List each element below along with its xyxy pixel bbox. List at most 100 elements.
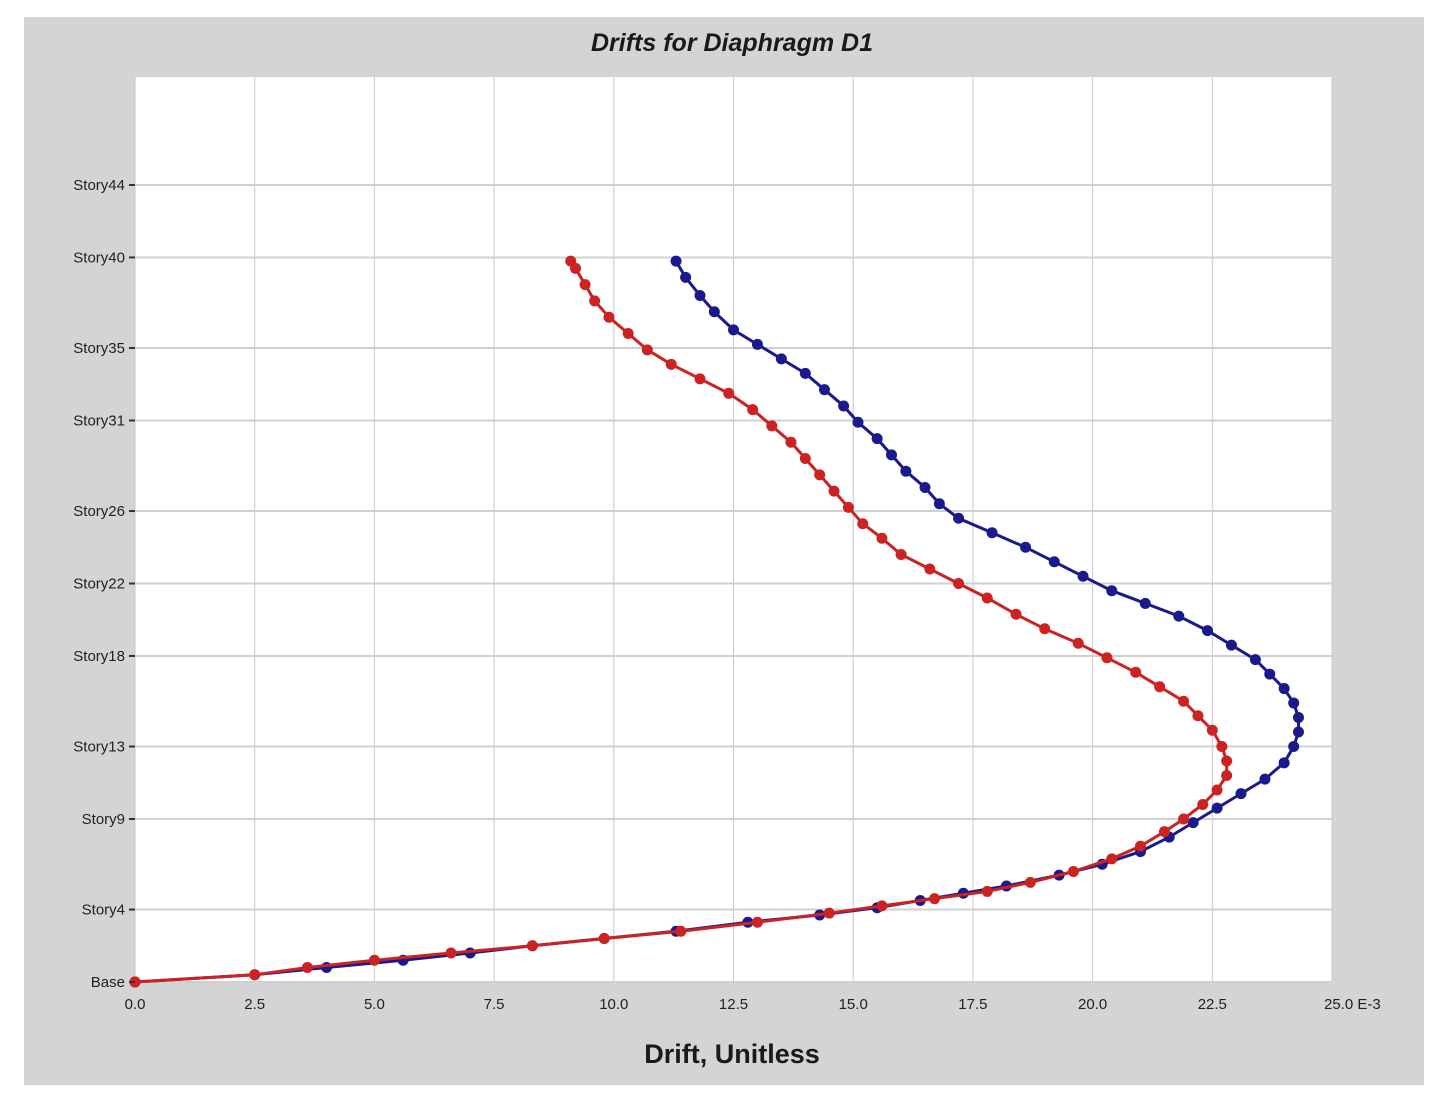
data-point — [579, 279, 591, 291]
y-tick-label: Story44 — [73, 177, 125, 194]
data-point — [1072, 637, 1084, 649]
data-point — [828, 485, 840, 497]
data-point — [919, 481, 931, 493]
data-point — [670, 255, 682, 267]
data-point — [1192, 710, 1204, 722]
data-point — [675, 925, 687, 937]
y-tick-label: Story31 — [73, 412, 125, 429]
data-point — [871, 433, 883, 445]
data-point — [1288, 741, 1300, 753]
y-tick-label: Story18 — [73, 648, 125, 665]
data-point — [929, 893, 941, 905]
data-point — [953, 512, 965, 524]
data-point — [1106, 853, 1118, 865]
data-point — [842, 501, 854, 513]
x-tick-label: 25.0 E-3 — [1324, 996, 1381, 1013]
data-point — [1202, 625, 1214, 637]
data-point — [838, 400, 850, 412]
data-point — [1292, 726, 1304, 738]
data-point — [981, 885, 993, 897]
data-point — [1225, 639, 1237, 651]
data-point — [1211, 784, 1223, 796]
data-point — [708, 306, 720, 318]
x-tick-label: 17.5 — [958, 996, 987, 1013]
data-point — [665, 358, 677, 370]
data-point — [799, 453, 811, 465]
data-point — [1178, 695, 1190, 707]
data-point — [301, 962, 313, 974]
data-point — [565, 255, 577, 267]
data-point — [876, 532, 888, 544]
data-point — [694, 373, 706, 385]
data-point — [641, 344, 653, 356]
data-point — [1221, 770, 1233, 782]
y-tick-label: Story13 — [73, 739, 125, 756]
data-point — [694, 289, 706, 301]
data-point — [1216, 741, 1228, 753]
data-point — [598, 933, 610, 945]
data-point — [249, 969, 261, 981]
data-point — [1020, 541, 1032, 553]
data-point — [895, 549, 907, 561]
data-point — [680, 271, 692, 283]
y-tick-label: Story22 — [73, 576, 125, 593]
data-point — [728, 324, 739, 336]
data-point — [1173, 610, 1185, 622]
data-point — [751, 916, 763, 928]
data-point — [368, 954, 380, 966]
data-point — [1077, 570, 1089, 582]
data-point — [799, 367, 811, 379]
data-point — [775, 353, 787, 365]
data-point — [1024, 876, 1036, 888]
x-tick-label: 22.5 — [1198, 996, 1227, 1013]
data-point — [876, 900, 888, 912]
data-point — [1010, 608, 1022, 620]
chart-frame: Drifts for Diaphragm D1 Base Story4 Story9… — [24, 17, 1424, 1085]
data-point — [1288, 697, 1300, 709]
data-point — [981, 592, 993, 604]
y-tick-label: Story4 — [82, 902, 125, 919]
data-point — [622, 328, 634, 340]
y-tick-label: Story40 — [73, 249, 125, 266]
drift-chart: Drifts for Diaphragm D1 Base Story4 Story9… — [73, 29, 1381, 1069]
data-point — [1249, 654, 1261, 666]
data-point — [1101, 652, 1113, 664]
data-point — [823, 907, 835, 919]
data-point — [1259, 773, 1271, 785]
x-tick-labels: 0.0 2.5 5.0 7.5 10.0 12.5 15.0 17.5 20.0 22.5 25.0… — [125, 996, 1381, 1013]
data-point — [1139, 597, 1151, 609]
data-point — [1158, 826, 1170, 838]
data-point — [857, 518, 869, 530]
x-tick-label: 5.0 — [364, 996, 385, 1013]
data-point — [1206, 724, 1218, 736]
y-tick-label: Base — [91, 974, 125, 991]
grid-lines — [134, 77, 1333, 983]
data-point — [852, 416, 864, 428]
y-tick-label: Story35 — [73, 340, 125, 357]
x-tick-label: 0.0 — [125, 996, 146, 1013]
x-tick-label: 2.5 — [244, 996, 265, 1013]
x-tick-label: 15.0 — [839, 996, 868, 1013]
x-tick-label: 20.0 — [1078, 996, 1107, 1013]
data-point — [1154, 681, 1166, 693]
data-point — [1048, 556, 1060, 568]
data-point — [1197, 798, 1209, 810]
data-point — [766, 420, 778, 432]
x-tick-label: 12.5 — [719, 996, 748, 1013]
data-point — [603, 311, 615, 323]
data-point — [933, 498, 945, 510]
data-point — [1235, 788, 1247, 800]
data-point — [814, 469, 826, 481]
data-point — [986, 527, 998, 539]
data-point — [1264, 668, 1276, 680]
y-tick-label: Story9 — [82, 811, 125, 828]
data-point — [1187, 817, 1199, 829]
data-point — [1211, 802, 1223, 814]
data-point — [1039, 623, 1051, 635]
x-tick-label: 7.5 — [484, 996, 505, 1013]
data-point — [723, 387, 735, 399]
data-point — [526, 940, 538, 952]
data-point — [1067, 866, 1079, 878]
data-point — [785, 436, 797, 448]
y-tick-label: Story26 — [73, 503, 125, 520]
